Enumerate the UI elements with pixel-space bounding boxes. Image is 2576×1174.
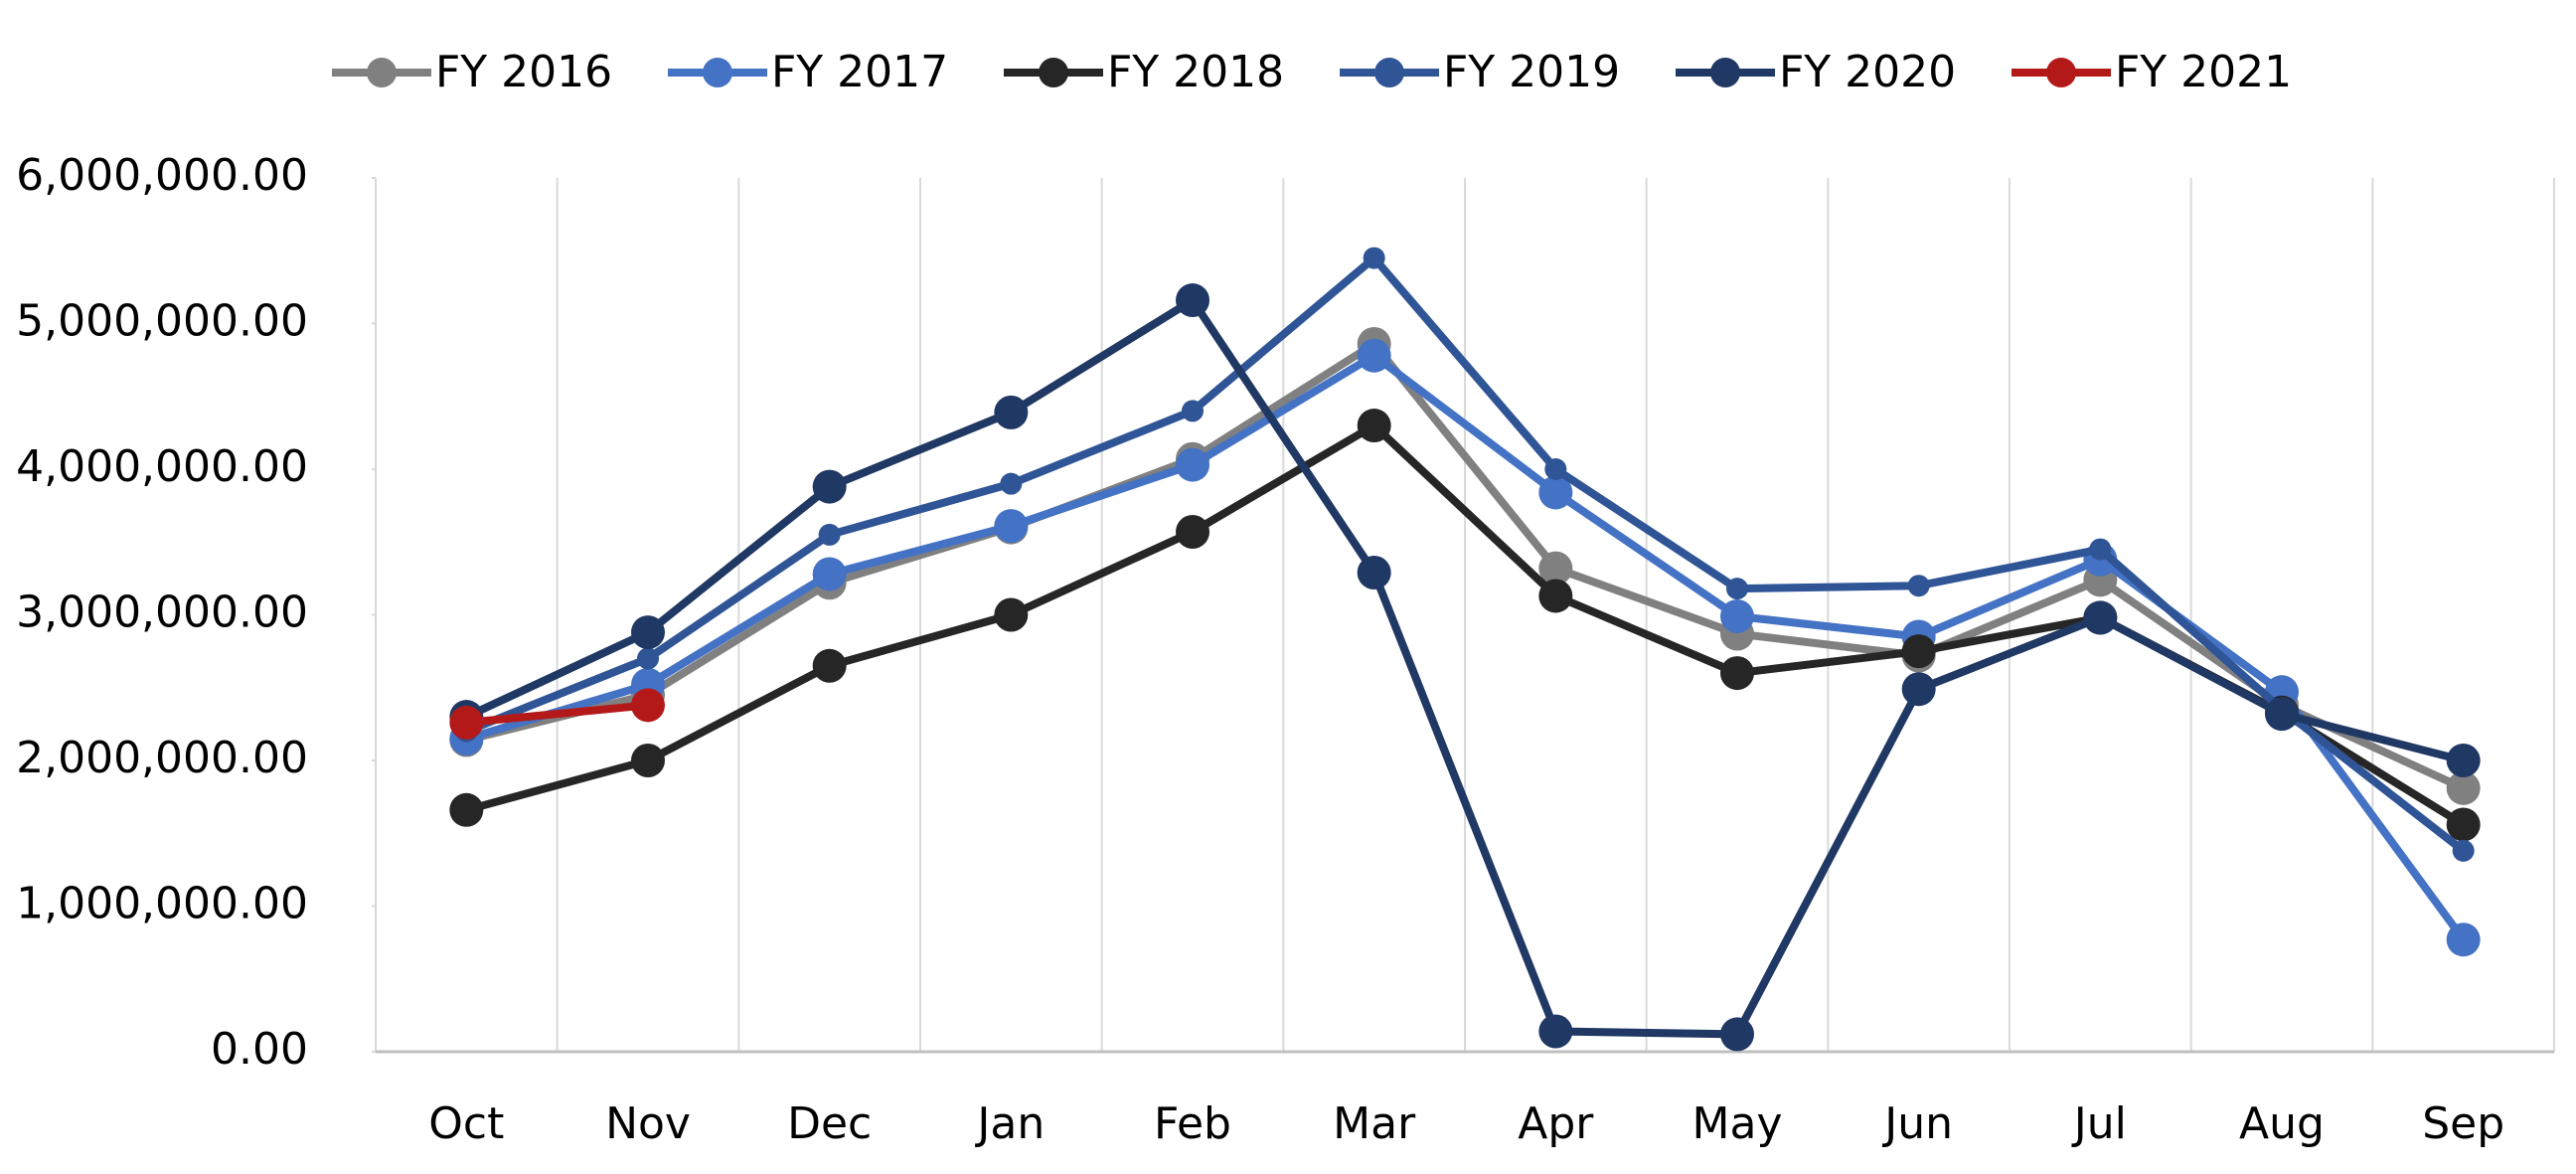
point [1363, 247, 1385, 269]
y-tick-label: 5,000,000.00 [16, 296, 308, 347]
point [2083, 600, 2118, 635]
x-tick-label: Oct [428, 1098, 504, 1149]
point [1182, 400, 1204, 422]
series-line [465, 340, 2466, 792]
point [2446, 807, 2481, 842]
point [449, 792, 484, 827]
point [1538, 475, 1573, 510]
point [1726, 578, 1748, 600]
point [1176, 447, 1209, 482]
legend-label: FY 2019 [1443, 47, 1620, 97]
point [994, 509, 1029, 544]
y-tick-label: 0.00 [211, 1024, 308, 1075]
point [1538, 1014, 1573, 1049]
point [631, 615, 665, 650]
point [1901, 672, 1936, 707]
point [1720, 1017, 1754, 1052]
point [1720, 656, 1754, 691]
point [812, 648, 847, 683]
point [2265, 697, 2299, 732]
y-tick-label: 2,000,000.00 [16, 733, 308, 783]
x-tick-label: Dec [787, 1098, 872, 1149]
y-tick-label: 1,000,000.00 [16, 879, 308, 929]
x-tick-label: Mar [1333, 1098, 1416, 1149]
x-tick-label: Sep [2422, 1098, 2504, 1149]
x-tick-label: Aug [2239, 1098, 2325, 1149]
x-tick-label: Apr [1518, 1098, 1594, 1149]
point [1176, 514, 1209, 549]
legend-marker [2046, 58, 2076, 87]
y-tick-label: 4,000,000.00 [16, 441, 308, 492]
point [818, 523, 841, 546]
point [1357, 556, 1391, 590]
legend-label: FY 2021 [2115, 47, 2292, 97]
x-tick-label: Feb [1154, 1098, 1231, 1149]
point [631, 744, 665, 777]
point [1176, 283, 1209, 318]
point [631, 688, 665, 723]
legend-label: FY 2016 [435, 47, 612, 97]
point [2446, 770, 2481, 805]
point [637, 647, 659, 670]
point [1000, 472, 1023, 495]
legend-label: FY 2020 [1779, 47, 1956, 97]
x-tick-label: Jun [1881, 1098, 1953, 1149]
point [812, 469, 847, 504]
point [1538, 579, 1573, 613]
legend-marker [1710, 58, 1740, 87]
point [2446, 922, 2481, 957]
point [1357, 409, 1391, 443]
point [812, 557, 847, 591]
legend-label: FY 2018 [1107, 47, 1284, 97]
point [1720, 598, 1754, 633]
x-tick-label: Nov [605, 1098, 691, 1149]
point [994, 395, 1029, 429]
point [1907, 575, 1930, 597]
y-tick-label: 6,000,000.00 [16, 150, 308, 201]
x-tick-label: Jul [2071, 1098, 2127, 1149]
point [2452, 839, 2475, 862]
point [2089, 538, 2112, 561]
point [1544, 458, 1567, 480]
series-line [465, 351, 2467, 942]
series-line [464, 296, 2465, 1039]
point [1538, 551, 1573, 586]
x-tick-label: Jan [974, 1098, 1045, 1149]
legend-marker [703, 58, 732, 87]
series-line [465, 701, 649, 727]
legend-marker [367, 58, 397, 87]
legend-marker [1374, 58, 1404, 87]
series-line [464, 253, 2467, 854]
legend-marker [1039, 58, 1068, 87]
y-tick-label: 3,000,000.00 [16, 587, 308, 638]
point [2446, 744, 2481, 777]
point [1357, 338, 1391, 373]
point [449, 705, 484, 740]
legend-label: FY 2017 [771, 47, 948, 97]
point [1901, 634, 1936, 669]
point [994, 597, 1029, 632]
x-tick-label: May [1692, 1098, 1783, 1149]
